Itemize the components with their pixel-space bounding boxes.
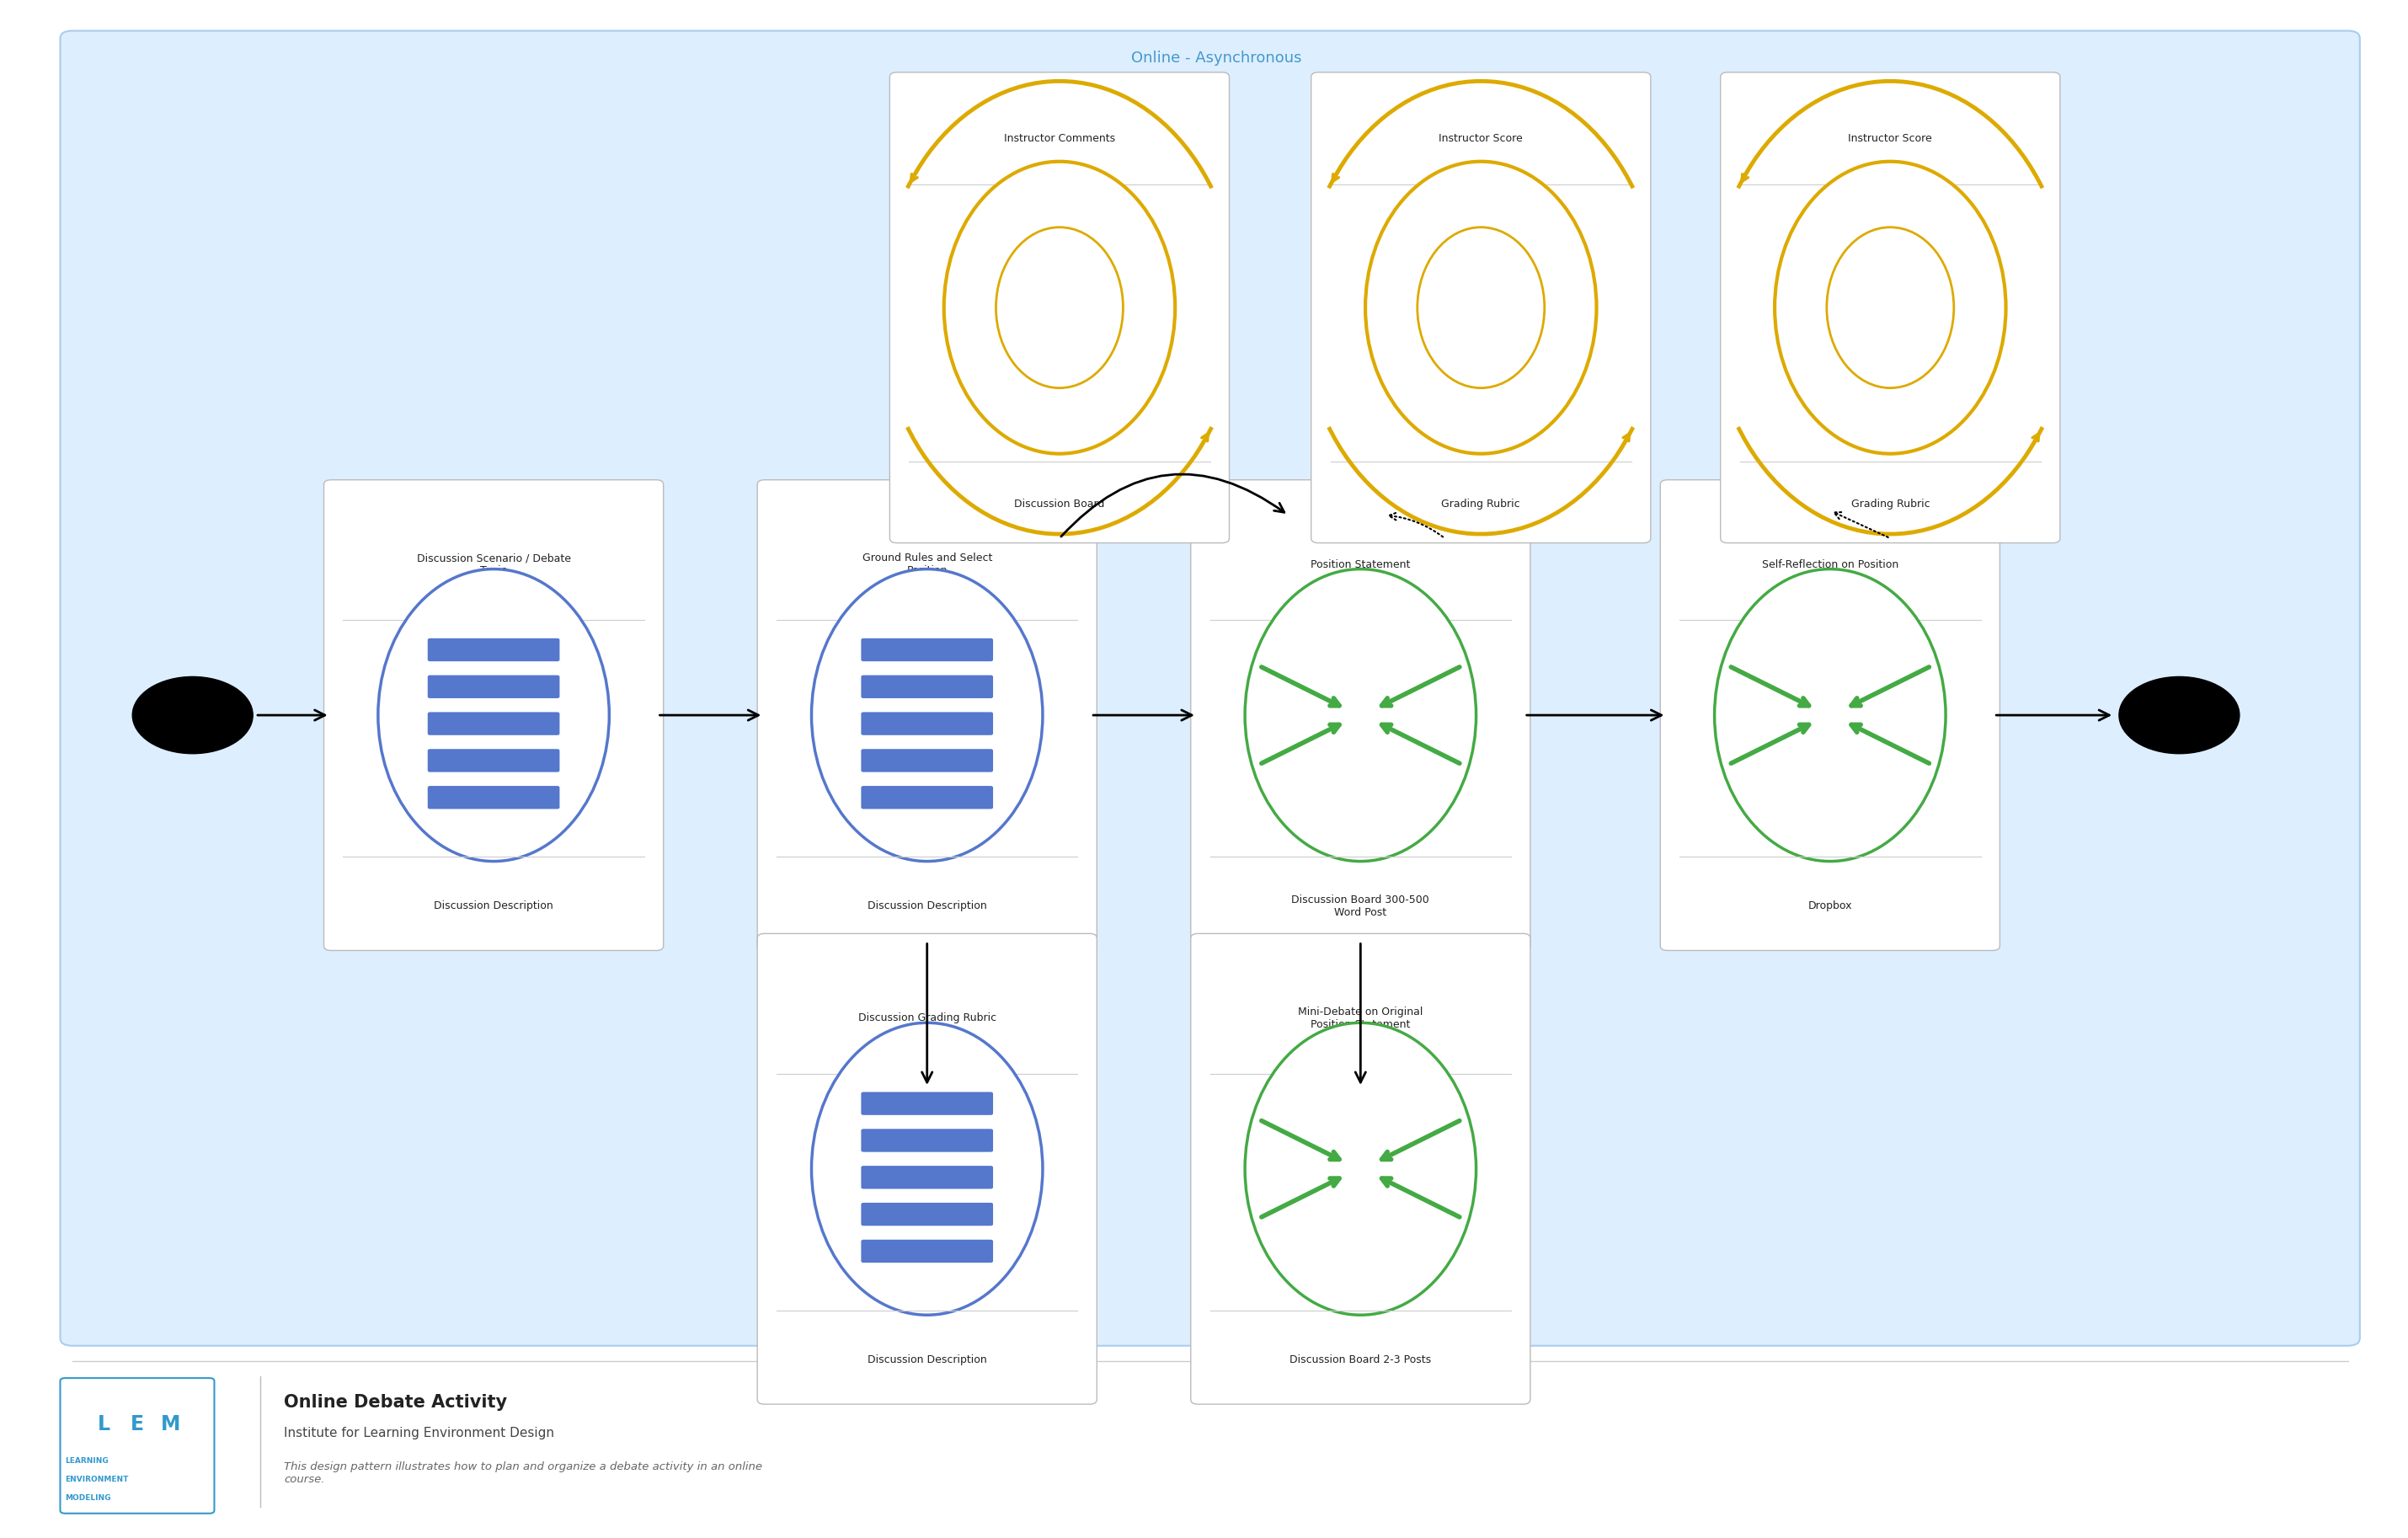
Ellipse shape — [1714, 569, 1946, 861]
Text: Grading Rubric: Grading Rubric — [1442, 498, 1519, 511]
Text: Online Debate Activity: Online Debate Activity — [284, 1395, 508, 1410]
Text: This design pattern illustrates how to plan and organize a debate activity in an: This design pattern illustrates how to p… — [284, 1461, 763, 1486]
Ellipse shape — [1828, 228, 1953, 388]
FancyBboxPatch shape — [862, 1240, 992, 1263]
Ellipse shape — [997, 228, 1122, 388]
FancyBboxPatch shape — [429, 749, 559, 772]
Circle shape — [132, 677, 253, 754]
Text: Discussion Description: Discussion Description — [433, 900, 554, 912]
FancyBboxPatch shape — [1190, 934, 1531, 1404]
Ellipse shape — [378, 569, 609, 861]
FancyBboxPatch shape — [862, 1092, 992, 1115]
FancyBboxPatch shape — [862, 786, 992, 809]
Text: ENVIRONMENT: ENVIRONMENT — [65, 1476, 128, 1483]
Text: Ground Rules and Select
Position: Ground Rules and Select Position — [862, 552, 992, 577]
Ellipse shape — [811, 569, 1043, 861]
FancyBboxPatch shape — [60, 31, 2360, 1346]
Text: Discussion Description: Discussion Description — [867, 900, 987, 912]
FancyBboxPatch shape — [323, 480, 662, 950]
Text: Self-Reflection on Position: Self-Reflection on Position — [1763, 558, 1898, 571]
Text: Discussion Board 300-500
Word Post: Discussion Board 300-500 Word Post — [1291, 894, 1430, 918]
Text: Instructor Score: Instructor Score — [1849, 132, 1931, 145]
FancyBboxPatch shape — [862, 1166, 992, 1189]
Ellipse shape — [944, 161, 1175, 454]
FancyBboxPatch shape — [429, 675, 559, 698]
Ellipse shape — [811, 1023, 1043, 1315]
FancyBboxPatch shape — [862, 749, 992, 772]
Text: Position Statement: Position Statement — [1310, 558, 1411, 571]
FancyBboxPatch shape — [1662, 480, 1999, 950]
Ellipse shape — [1365, 161, 1597, 454]
Text: Discussion Description: Discussion Description — [867, 1353, 987, 1366]
FancyArrowPatch shape — [1835, 512, 1888, 537]
FancyBboxPatch shape — [756, 934, 1098, 1404]
Circle shape — [2119, 677, 2239, 754]
Text: Discussion Scenario / Debate
Topic: Discussion Scenario / Debate Topic — [417, 552, 571, 577]
Text: Instructor Comments: Instructor Comments — [1004, 132, 1115, 145]
Text: Discussion Grading Rubric: Discussion Grading Rubric — [857, 1012, 997, 1024]
Ellipse shape — [1245, 569, 1476, 861]
Ellipse shape — [1245, 1023, 1476, 1315]
Text: E: E — [130, 1413, 144, 1435]
Ellipse shape — [1418, 228, 1544, 388]
FancyBboxPatch shape — [862, 1203, 992, 1226]
Text: L: L — [96, 1413, 111, 1435]
Text: MODELING: MODELING — [65, 1495, 111, 1501]
FancyBboxPatch shape — [429, 638, 559, 661]
FancyBboxPatch shape — [429, 712, 559, 735]
FancyBboxPatch shape — [756, 480, 1098, 950]
Text: Online - Asynchronous: Online - Asynchronous — [1132, 51, 1300, 66]
FancyBboxPatch shape — [862, 712, 992, 735]
FancyBboxPatch shape — [1310, 72, 1652, 543]
FancyBboxPatch shape — [862, 1129, 992, 1152]
Text: LEARNING: LEARNING — [65, 1458, 108, 1464]
Text: M: M — [161, 1413, 181, 1435]
FancyBboxPatch shape — [1190, 480, 1531, 950]
Text: Discussion Board: Discussion Board — [1014, 498, 1105, 511]
Text: Discussion Board 2-3 Posts: Discussion Board 2-3 Posts — [1291, 1353, 1430, 1366]
FancyBboxPatch shape — [1719, 72, 2061, 543]
Text: Institute for Learning Environment Design: Institute for Learning Environment Desig… — [284, 1427, 554, 1440]
FancyBboxPatch shape — [429, 786, 559, 809]
FancyBboxPatch shape — [862, 675, 992, 698]
Text: Dropbox: Dropbox — [1808, 900, 1852, 912]
Text: Instructor Score: Instructor Score — [1440, 132, 1522, 145]
Text: Mini-Debate on Original
Position Statement: Mini-Debate on Original Position Stateme… — [1298, 1006, 1423, 1030]
FancyArrowPatch shape — [1062, 474, 1283, 537]
Text: Grading Rubric: Grading Rubric — [1852, 498, 1929, 511]
FancyBboxPatch shape — [862, 638, 992, 661]
Ellipse shape — [1775, 161, 2006, 454]
FancyArrowPatch shape — [1389, 512, 1442, 537]
FancyBboxPatch shape — [891, 72, 1228, 543]
FancyBboxPatch shape — [60, 1378, 214, 1513]
